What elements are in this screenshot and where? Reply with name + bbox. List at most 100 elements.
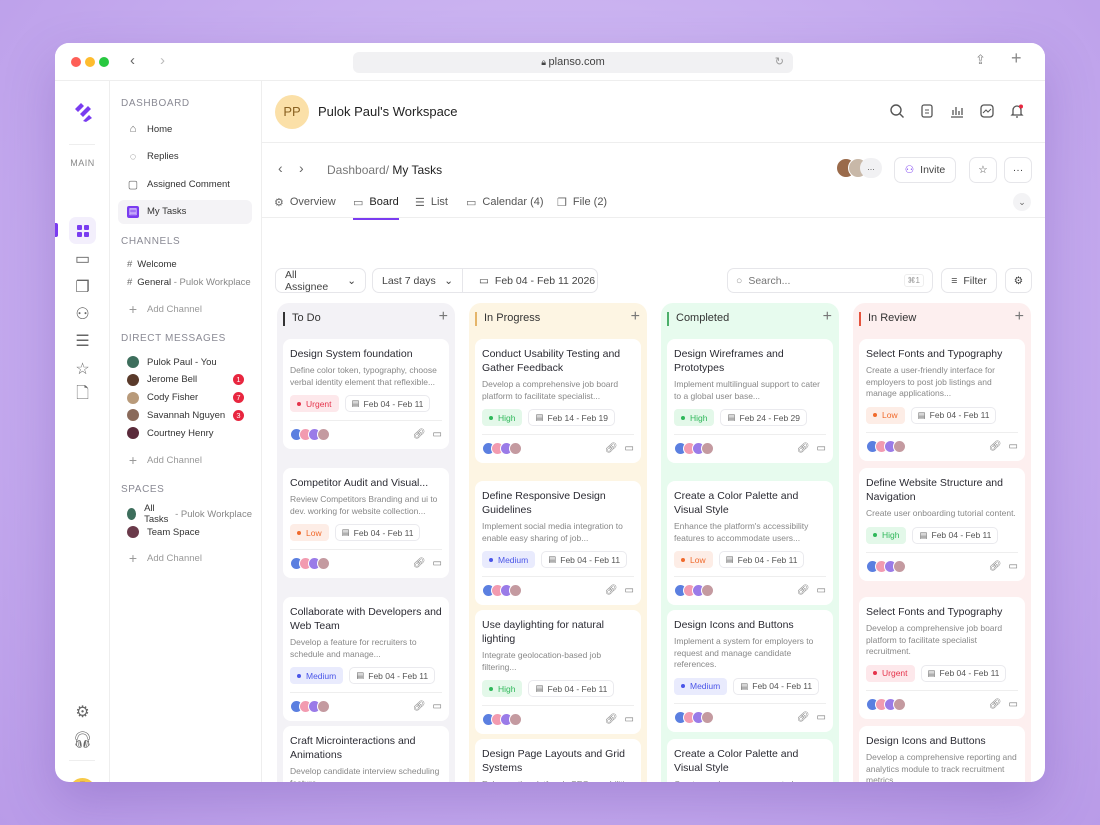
tab-file[interactable]: ❐ File (2): [557, 192, 607, 212]
rail-file-search-icon[interactable]: 🗋︎: [76, 385, 89, 402]
favorite-button[interactable]: ☆: [969, 157, 997, 183]
comment-icon[interactable]: ▭: [432, 558, 442, 569]
add-task-icon[interactable]: +: [438, 308, 448, 325]
channel-item[interactable]: # Welcome: [118, 255, 252, 273]
comment-icon[interactable]: ▭: [432, 701, 442, 712]
assignee-avatars[interactable]: [866, 439, 906, 453]
link-icon[interactable]: 🔗︎: [412, 701, 426, 712]
due-date[interactable]: ▤ Feb 14 - Feb 19: [528, 409, 615, 426]
search-input[interactable]: [748, 274, 889, 287]
date-range-filter[interactable]: Last 7 days ⌄ ▭ Feb 04 - Feb 11 2026: [372, 268, 598, 293]
assignee-avatars[interactable]: [674, 442, 714, 455]
add-task-icon[interactable]: +: [1014, 308, 1024, 325]
comment-icon[interactable]: ▭: [1008, 698, 1018, 710]
priority-badge[interactable]: Low: [866, 406, 905, 424]
forward-icon[interactable]: ›: [160, 52, 165, 69]
due-date[interactable]: ▤ Feb 04 - Feb 11: [910, 406, 997, 424]
more-options-button[interactable]: ···: [1004, 157, 1032, 183]
sidebar-item-assigned-comment[interactable]: ▢ Assigned Comment: [118, 172, 252, 196]
sidebar-item-replies[interactable]: ◌ Replies: [118, 145, 252, 169]
comment-icon[interactable]: ▭: [432, 429, 442, 440]
link-icon[interactable]: 🔗︎: [412, 429, 426, 440]
dm-item[interactable]: Savannah Nguyen 3: [118, 406, 252, 424]
assignee-avatars[interactable]: [482, 713, 522, 726]
board-settings-button[interactable]: ⚙: [1005, 268, 1032, 293]
task-card[interactable]: Create a Color Palette and Visual Style E…: [667, 481, 833, 605]
assignee-avatars[interactable]: [866, 697, 906, 711]
task-card[interactable]: Design Icons and Buttons Develop a compre…: [859, 726, 1025, 782]
assignee-avatars[interactable]: [674, 584, 714, 597]
rail-board-icon[interactable]: [69, 217, 96, 244]
task-card[interactable]: Conduct Usability Testing and Gather Fee…: [475, 339, 641, 463]
link-icon[interactable]: 🔗︎: [604, 714, 618, 725]
add-dm-channel-button[interactable]: + Add Channel: [118, 448, 252, 472]
space-item[interactable]: All Tasks - Pulok Workplace: [118, 503, 252, 525]
task-card[interactable]: Design Wireframes and Prototypes Implemen…: [667, 339, 833, 463]
sidebar-item-home[interactable]: ⌂ Home: [118, 117, 252, 141]
add-task-icon[interactable]: +: [630, 308, 640, 325]
priority-badge[interactable]: Medium: [482, 551, 536, 568]
priority-badge[interactable]: Urgent: [290, 395, 339, 412]
expand-chevron-icon[interactable]: ⌄: [1013, 193, 1031, 211]
date-picker[interactable]: ▭ Feb 04 - Feb 11 2026: [469, 275, 595, 287]
link-icon[interactable]: 🔗︎: [604, 443, 618, 454]
priority-badge[interactable]: High: [674, 409, 715, 426]
add-task-icon[interactable]: +: [822, 308, 832, 325]
due-date[interactable]: ▤ Feb 04 - Feb 11: [733, 677, 820, 695]
task-card[interactable]: Design Page Layouts and Grid Systems Enha…: [475, 739, 641, 782]
task-card[interactable]: Select Fonts and Typography Create a user…: [859, 339, 1025, 461]
user-avatar[interactable]: [69, 778, 96, 782]
comment-icon[interactable]: ▭: [624, 714, 634, 725]
rail-sliders-icon[interactable]: ☰: [75, 332, 90, 350]
add-channel-button[interactable]: + Add Channel: [118, 297, 252, 321]
due-date[interactable]: ▤ Feb 04 - Feb 11: [718, 551, 805, 568]
maximize-window-button[interactable]: [99, 57, 109, 67]
task-card[interactable]: Use daylighting for natural lighting Inte…: [475, 610, 641, 734]
activity-icon[interactable]: [979, 103, 995, 119]
assignee-avatars[interactable]: [866, 559, 906, 573]
tab-list[interactable]: ☰ List: [415, 192, 448, 212]
rail-settings-icon[interactable]: ⚙: [75, 703, 90, 721]
comment-icon[interactable]: ▭: [624, 443, 634, 454]
assignee-avatars[interactable]: [290, 557, 330, 570]
task-card[interactable]: Select Fonts and Typography Develop a com…: [859, 597, 1025, 719]
link-icon[interactable]: 🔗︎: [988, 560, 1002, 572]
assignee-avatars[interactable]: [290, 700, 330, 713]
address-bar[interactable]: 🔒︎ planso.com ↻: [353, 52, 793, 73]
comment-icon[interactable]: ▭: [816, 585, 826, 596]
share-icon[interactable]: ⇪: [975, 52, 986, 67]
member-avatars[interactable]: ...: [836, 158, 884, 180]
due-date[interactable]: ▤ Feb 04 - Feb 11: [920, 664, 1007, 682]
link-icon[interactable]: 🔗︎: [796, 443, 810, 454]
sidebar-item-my-tasks[interactable]: ▤ My Tasks: [118, 199, 252, 224]
nav-forward-icon[interactable]: ›: [299, 160, 304, 176]
comment-icon[interactable]: ▭: [624, 585, 634, 596]
tab-board[interactable]: ▭ Board: [353, 192, 399, 220]
task-card[interactable]: Define Responsive Design Guidelines Imple…: [475, 481, 641, 605]
breadcrumb-parent[interactable]: Dashboard/: [327, 163, 390, 177]
back-icon[interactable]: ‹: [130, 52, 135, 69]
link-icon[interactable]: 🔗︎: [988, 440, 1002, 452]
dm-item[interactable]: Jerome Bell 1: [118, 371, 252, 389]
assignee-avatars[interactable]: [482, 584, 522, 597]
assignee-dropdown[interactable]: All Assignee ⌄: [275, 268, 366, 293]
tab-calendar[interactable]: ▭ Calendar (4): [466, 192, 544, 212]
minimize-window-button[interactable]: [85, 57, 95, 67]
priority-badge[interactable]: High: [482, 680, 523, 697]
filter-button[interactable]: ≡ Filter: [941, 268, 997, 293]
priority-badge[interactable]: High: [866, 526, 907, 544]
dm-item[interactable]: Courtney Henry: [118, 424, 252, 442]
due-date[interactable]: ▤ Feb 24 - Feb 29: [720, 409, 807, 426]
comment-icon[interactable]: ▭: [816, 711, 826, 723]
priority-badge[interactable]: Medium: [290, 667, 344, 684]
tab-overview[interactable]: ⚙ Overview: [274, 192, 336, 212]
invite-button[interactable]: ⚇ Invite: [894, 157, 956, 183]
channel-item[interactable]: # General - Pulok Workplace: [118, 273, 252, 291]
due-date[interactable]: ▤ Feb 04 - Feb 11: [912, 526, 999, 544]
comment-icon[interactable]: ▭: [1008, 440, 1018, 452]
task-card[interactable]: Collaborate with Developers and Web Team…: [283, 597, 449, 721]
new-tab-icon[interactable]: +: [1011, 48, 1022, 68]
assignee-avatars[interactable]: [482, 442, 522, 455]
link-icon[interactable]: 🔗︎: [796, 711, 810, 723]
range-dropdown[interactable]: Last 7 days ⌄: [373, 269, 463, 292]
